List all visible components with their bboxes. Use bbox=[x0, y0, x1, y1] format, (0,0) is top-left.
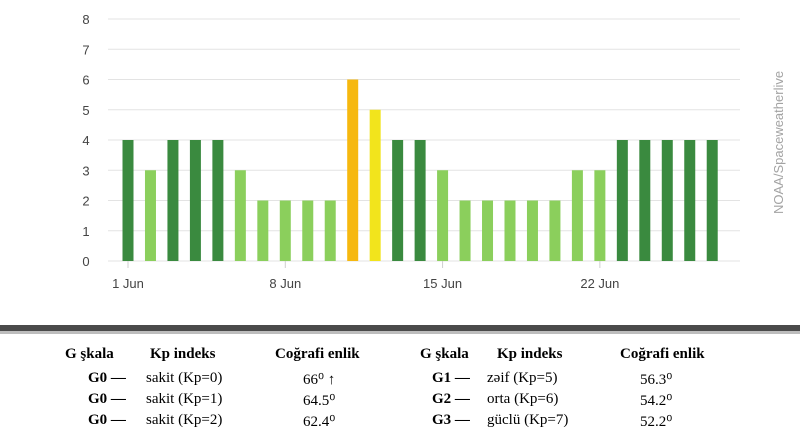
kp-cell: sakit (Kp=2) bbox=[146, 412, 223, 428]
kp-bar bbox=[437, 170, 449, 261]
kp-bar bbox=[706, 140, 718, 261]
y-axis-tick-labels: 0 1 2 3 4 5 6 7 8 bbox=[82, 12, 89, 269]
kp-bar bbox=[167, 140, 179, 261]
x-tick-label: 15 Jun bbox=[423, 276, 462, 291]
y-tick-label: 3 bbox=[82, 163, 89, 178]
kp-bar bbox=[639, 140, 651, 261]
kp-bar bbox=[257, 200, 269, 261]
legend-header-row: G şkala Kp indeks Coğrafi enlik G şkala … bbox=[0, 346, 800, 366]
kp-bar bbox=[189, 140, 201, 261]
header-latitude-2: Coğrafi enlik bbox=[620, 346, 705, 362]
kp-index-bar-chart: 0 1 2 3 4 5 6 7 8 1 Jun 8 Jun 15 Jun 22 Jun bbox=[82, 12, 740, 291]
kp-bar bbox=[459, 200, 471, 261]
y-tick-label: 6 bbox=[82, 73, 89, 88]
kp-bar bbox=[482, 200, 494, 261]
latitude-cell: 62.4⁰ bbox=[303, 414, 336, 430]
kp-bar bbox=[324, 200, 336, 261]
kp-bar bbox=[347, 79, 359, 261]
kp-cell: orta (Kp=6) bbox=[487, 391, 559, 407]
kp-bar bbox=[212, 140, 224, 261]
kp-bar bbox=[144, 170, 156, 261]
level-cell: G1 — bbox=[432, 370, 470, 386]
latitude-cell: 56.3⁰ bbox=[640, 372, 673, 388]
kp-bar bbox=[302, 200, 314, 261]
level-cell: G0 — bbox=[88, 412, 126, 428]
kp-bar bbox=[684, 140, 696, 261]
kp-bar bbox=[234, 170, 246, 261]
kp-bar bbox=[526, 200, 538, 261]
y-tick-label: 2 bbox=[82, 194, 89, 209]
y-tick-label: 0 bbox=[82, 254, 89, 269]
kp-cell: zəif (Kp=5) bbox=[487, 370, 558, 386]
y-tick-label: 5 bbox=[82, 103, 89, 118]
legend-row: G0 — sakit (Kp=2) 62.4⁰ G3 — güclü (Kp=7… bbox=[0, 412, 800, 432]
kp-bar bbox=[504, 200, 516, 261]
kp-bar bbox=[549, 200, 561, 261]
legend-row: G0 — sakit (Kp=0) 66⁰ ↑ G1 — zəif (Kp=5)… bbox=[0, 370, 800, 390]
kp-bar bbox=[392, 140, 404, 261]
header-kp-index: Kp indeks bbox=[150, 346, 216, 362]
kp-bar bbox=[369, 109, 381, 261]
section-divider bbox=[0, 325, 800, 339]
kp-cell: sakit (Kp=1) bbox=[146, 391, 223, 407]
latitude-cell: 64.5⁰ bbox=[303, 393, 336, 409]
chart-bars bbox=[122, 79, 718, 261]
latitude-cell: 54.2⁰ bbox=[640, 393, 673, 409]
y-tick-label: 4 bbox=[82, 133, 89, 148]
source-credit-text: NOAA/Spaceweatherlive bbox=[771, 70, 786, 214]
x-axis-tick-labels: 1 Jun 8 Jun 15 Jun 22 Jun bbox=[112, 261, 619, 291]
kp-cell: sakit (Kp=0) bbox=[146, 370, 223, 386]
kp-bar bbox=[414, 140, 426, 261]
kp-bar bbox=[571, 170, 583, 261]
kp-bar bbox=[661, 140, 673, 261]
level-cell: G0 — bbox=[88, 391, 126, 407]
header-latitude: Coğrafi enlik bbox=[275, 346, 360, 362]
y-tick-label: 1 bbox=[82, 224, 89, 239]
header-kp-index-2: Kp indeks bbox=[497, 346, 563, 362]
level-cell: G3 — bbox=[432, 412, 470, 428]
y-tick-label: 7 bbox=[82, 42, 89, 57]
latitude-cell: 52.2⁰ bbox=[640, 414, 673, 430]
kp-bar bbox=[616, 140, 628, 261]
level-cell: G0 — bbox=[88, 370, 126, 386]
kp-bar bbox=[122, 140, 134, 261]
x-tick-label: 8 Jun bbox=[269, 276, 301, 291]
kp-cell: güclü (Kp=7) bbox=[487, 412, 569, 428]
level-cell: G2 — bbox=[432, 391, 470, 407]
header-g-scale-2: G şkala bbox=[420, 346, 469, 362]
kp-bar bbox=[594, 170, 606, 261]
legend-row: G0 — sakit (Kp=1) 64.5⁰ G2 — orta (Kp=6)… bbox=[0, 391, 800, 411]
kp-bar bbox=[279, 200, 291, 261]
header-g-scale: G şkala bbox=[65, 346, 114, 362]
latitude-cell: 66⁰ ↑ bbox=[303, 372, 336, 388]
y-tick-label: 8 bbox=[82, 12, 89, 27]
x-tick-label: 22 Jun bbox=[580, 276, 619, 291]
x-tick-label: 1 Jun bbox=[112, 276, 144, 291]
